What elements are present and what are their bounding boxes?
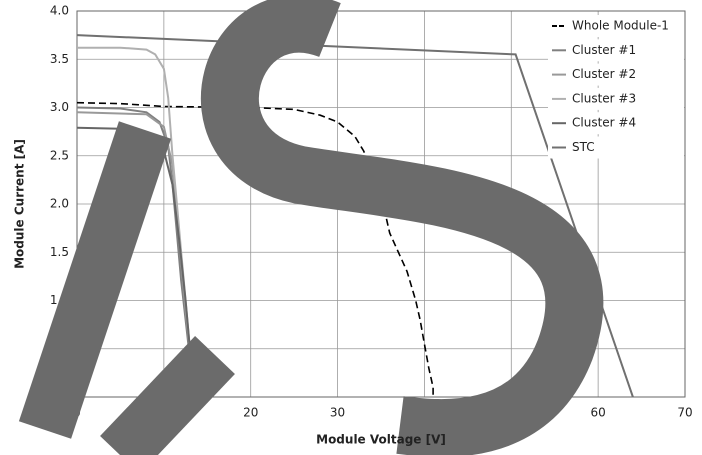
legend: Whole Module-1 Cluster #1 Cluster #2 Cluste… — [548, 15, 684, 159]
y-tick-label: 4.0 — [50, 4, 69, 18]
watermark-slash — [100, 336, 235, 455]
watermark-s — [200, 0, 604, 455]
x-tick-label: 30 — [330, 406, 345, 420]
watermark-slash — [18, 121, 172, 439]
y-tick-label: 3.5 — [50, 52, 69, 66]
y-tick-label: 2.0 — [50, 197, 69, 211]
y-axis-title: Module Current [A] — [13, 139, 27, 269]
legend-label: Cluster #3 — [572, 91, 636, 105]
plot-border — [76, 10, 686, 398]
legend-bg — [548, 112, 684, 135]
series-line — [76, 101, 434, 397]
x-axis-title: Module Voltage [V] — [316, 433, 446, 447]
legend-bg — [548, 15, 684, 37]
legend-bg — [548, 63, 684, 86]
legend-label: Cluster #2 — [572, 67, 636, 81]
x-tick-label: 20 — [243, 406, 258, 420]
legend-label: Cluster #4 — [572, 116, 636, 130]
legend-bg — [548, 87, 684, 110]
legend-label: STC — [572, 140, 595, 154]
legend-label: Whole Module-1 — [572, 19, 669, 33]
y-tick-label: 3.0 — [50, 100, 69, 114]
x-tick-label: 60 — [591, 406, 606, 420]
x-tick-label: 70 — [677, 406, 692, 420]
y-tick-label: 2.5 — [50, 148, 69, 162]
watermark — [18, 0, 604, 455]
legend-label: Cluster #1 — [572, 43, 636, 57]
legend-bg — [548, 136, 684, 159]
y-tick-label: 1.5 — [50, 245, 69, 259]
legend-bg — [548, 39, 684, 62]
